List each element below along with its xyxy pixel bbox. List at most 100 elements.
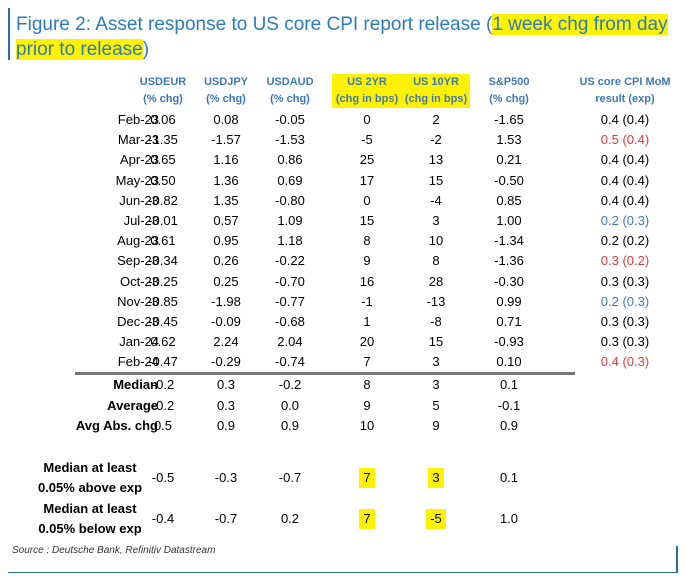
frame-right-border bbox=[676, 546, 678, 572]
stat-cell: 0.9 bbox=[216, 418, 236, 433]
stat-cell: 8 bbox=[363, 377, 371, 392]
table-cell: 0.65 bbox=[150, 152, 176, 167]
stat-row-label: Median bbox=[113, 377, 158, 392]
table-cell: 0.26 bbox=[213, 253, 239, 268]
cpi-cell: 0.3 (0.3) bbox=[600, 274, 650, 289]
stat-row-label: Average bbox=[107, 398, 158, 413]
stat-cell: 0.9 bbox=[499, 418, 519, 433]
table-cell: -8 bbox=[430, 314, 442, 329]
column-header: USDEUR (% chg) bbox=[134, 74, 192, 108]
exp-cell: 0.1 bbox=[499, 470, 519, 485]
column-header: S&P500 (% chg) bbox=[480, 74, 538, 108]
table-cell: -0.25 bbox=[148, 274, 178, 289]
highlighted-value: 7 bbox=[359, 468, 375, 488]
row-date-label: Feb-23 bbox=[117, 112, 159, 127]
table-cell: 0.85 bbox=[496, 193, 522, 208]
table-cell: -1.57 bbox=[211, 132, 241, 147]
cpi-cell: 0.2 (0.3) bbox=[600, 213, 650, 228]
table-cell: 9 bbox=[363, 253, 371, 268]
stat-cell: 5 bbox=[432, 398, 440, 413]
stat-cell: 0.0 bbox=[280, 398, 300, 413]
table-cell: -0.50 bbox=[494, 173, 524, 188]
title-part2: ) bbox=[142, 39, 150, 60]
table-cell: 1.09 bbox=[277, 213, 303, 228]
stat-cell: 3 bbox=[432, 377, 440, 392]
row-date-label: May-23 bbox=[115, 173, 159, 188]
row-date-label: Sep-23 bbox=[117, 253, 159, 268]
stat-cell: -0.2 bbox=[278, 377, 302, 392]
table-cell: -1 bbox=[361, 294, 373, 309]
table-cell: 1.35 bbox=[213, 193, 239, 208]
column-header-name: USDAUD bbox=[266, 76, 314, 88]
table-cell: -0.70 bbox=[275, 274, 305, 289]
exp-row-label: 0.05% below exp bbox=[38, 521, 142, 536]
table-cell: -0.77 bbox=[275, 294, 305, 309]
table-cell: 0.21 bbox=[496, 152, 522, 167]
table-cell: -2 bbox=[430, 132, 442, 147]
stat-cell: 10 bbox=[359, 418, 375, 433]
column-header-unit: (chg in bps) bbox=[404, 93, 468, 105]
table-cell: 0.10 bbox=[496, 354, 522, 369]
column-header-unit: (% chg) bbox=[270, 93, 310, 105]
table-cell: 28 bbox=[428, 274, 444, 289]
cpi-cell: 0.3 (0.2) bbox=[600, 253, 650, 268]
stat-cell: 0.1 bbox=[499, 377, 519, 392]
exp-cell: -0.7 bbox=[214, 511, 238, 526]
table-cell: -0.34 bbox=[148, 253, 178, 268]
column-header: USDJPY (% chg) bbox=[197, 74, 255, 108]
table-cell: -1.53 bbox=[275, 132, 305, 147]
row-date-label: Jun-23 bbox=[119, 193, 159, 208]
cpi-cell: 0.4 (0.4) bbox=[600, 193, 650, 208]
column-header-name: US core CPI MoM bbox=[579, 76, 671, 88]
column-header-unit: (% chg) bbox=[143, 93, 183, 105]
exp-cell: -0.5 bbox=[151, 470, 175, 485]
cpi-cell: 0.4 (0.3) bbox=[600, 354, 650, 369]
table-separator bbox=[75, 372, 575, 375]
table-cell: -0.01 bbox=[148, 213, 178, 228]
table-cell: 17 bbox=[359, 173, 375, 188]
table-cell: 0.71 bbox=[496, 314, 522, 329]
stat-cell: 9 bbox=[363, 398, 371, 413]
table-cell: 16 bbox=[359, 274, 375, 289]
cpi-cell: 0.3 (0.3) bbox=[600, 314, 650, 329]
table-cell: -0.30 bbox=[494, 274, 524, 289]
table-cell: -0.74 bbox=[275, 354, 305, 369]
table-cell: 0.06 bbox=[150, 112, 176, 127]
table-cell: 0.50 bbox=[150, 173, 176, 188]
table-cell: 0.69 bbox=[277, 173, 303, 188]
table-cell: 15 bbox=[428, 173, 444, 188]
column-header-name: USDEUR bbox=[139, 76, 187, 88]
table-cell: 0.86 bbox=[277, 152, 303, 167]
column-header: US 2YR (chg in bps) bbox=[332, 74, 402, 108]
column-header: US 10YR (chg in bps) bbox=[402, 74, 470, 108]
highlighted-value: 3 bbox=[428, 468, 444, 488]
row-date-label: Jul-23 bbox=[123, 213, 159, 228]
table-cell: 0 bbox=[363, 112, 371, 127]
table-cell: -5 bbox=[361, 132, 373, 147]
exp-cell: -0.4 bbox=[151, 511, 175, 526]
table-cell: -1.98 bbox=[211, 294, 241, 309]
column-header-name: S&P500 bbox=[488, 76, 530, 88]
row-date-label: Aug-23 bbox=[117, 233, 159, 248]
stat-cell: -0.1 bbox=[497, 398, 521, 413]
exp-cell: 7 bbox=[337, 468, 397, 488]
table-cell: 2.04 bbox=[277, 334, 303, 349]
table-cell: -0.45 bbox=[148, 314, 178, 329]
stat-cell: 0.3 bbox=[216, 398, 236, 413]
title-part1: Figure 2: Asset response to US core CPI … bbox=[16, 14, 493, 35]
exp-row-label: Median at least bbox=[43, 501, 137, 516]
row-date-label: Dec-23 bbox=[117, 314, 159, 329]
exp-cell: 3 bbox=[406, 468, 466, 488]
table-cell: 7 bbox=[363, 354, 371, 369]
table-cell: -0.80 bbox=[275, 193, 305, 208]
cpi-cell: 0.2 (0.2) bbox=[600, 233, 650, 248]
table-cell: 15 bbox=[359, 213, 375, 228]
table-cell: -0.22 bbox=[275, 253, 305, 268]
table-cell: -0.29 bbox=[211, 354, 241, 369]
table-cell: -0.93 bbox=[494, 334, 524, 349]
table-cell: 8 bbox=[432, 253, 440, 268]
table-cell: 2 bbox=[432, 112, 440, 127]
table-cell: 0.61 bbox=[150, 233, 176, 248]
table-cell: 15 bbox=[428, 334, 444, 349]
highlighted-value: -5 bbox=[426, 509, 446, 529]
